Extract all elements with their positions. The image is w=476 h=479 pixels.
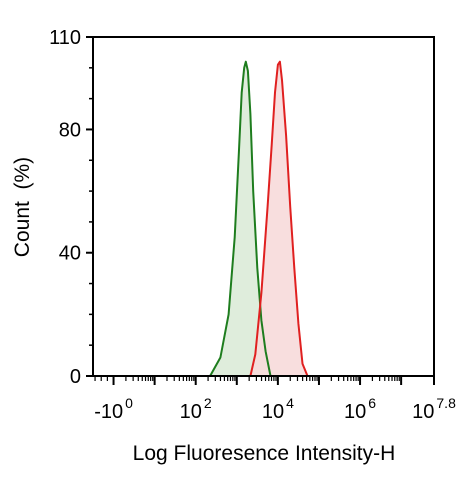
x-tick-label: 10 7.8 [412,395,456,423]
y-tick-label: 40 [59,243,81,265]
series-1-area [210,61,271,376]
series-2-area [250,61,308,376]
series-lines [209,60,309,377]
y-tick-label: 0 [70,366,81,388]
x-tick-label: 10 4 [262,395,294,423]
x-tick-label: 10 6 [344,395,376,423]
x-axis: -10 0 10 2 10 4 10 6 10 7.8 [94,376,456,423]
y-axis-title: Count (%) [11,157,34,257]
x-tick-label: 10 2 [180,395,212,423]
series-fills [210,61,308,376]
y-tick-label: 80 [59,119,81,141]
y-tick-label: 110 [49,27,81,49]
y-axis: 0 40 80 110 [49,27,93,388]
x-tick-label: -10 0 [94,395,133,423]
plot-frame [92,36,435,377]
x-axis-title: Log Fluoresence Intensity-H [133,442,396,465]
series-2-line [249,60,309,377]
